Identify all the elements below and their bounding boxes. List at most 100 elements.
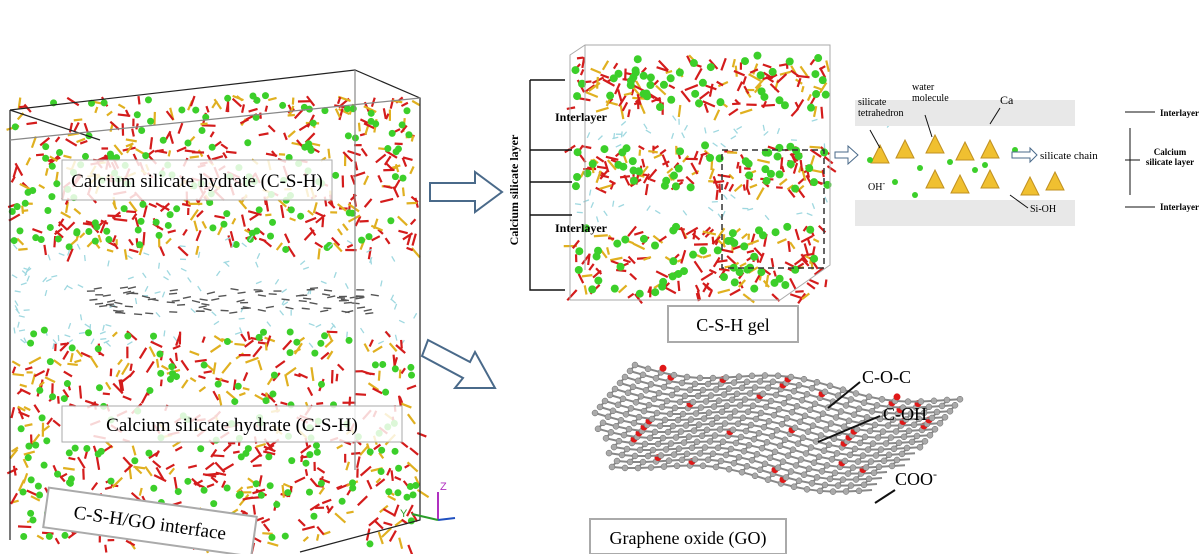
bond [624, 93, 632, 95]
bond [367, 480, 371, 489]
bond [394, 129, 400, 132]
calcium-atom [321, 332, 328, 339]
carbon-atom [893, 429, 899, 435]
carbon-atom [675, 417, 681, 423]
water [391, 299, 395, 303]
bond [107, 250, 113, 252]
bond [582, 57, 584, 68]
water [100, 332, 106, 334]
carbon-atom [829, 456, 835, 462]
water [53, 343, 54, 349]
carbon-atom [848, 483, 854, 489]
calcium-atom [743, 266, 751, 274]
bond [365, 344, 369, 352]
bond [211, 477, 217, 482]
carbon-atom [805, 429, 811, 435]
oxygen-atom [660, 365, 667, 372]
carbon-atom [595, 426, 601, 432]
calcium-atom [382, 389, 389, 396]
calcium-atom [147, 118, 154, 125]
carbon-atom [791, 388, 797, 394]
calcium-atom [64, 380, 71, 387]
calcium-atom [379, 361, 386, 368]
bond [740, 110, 752, 114]
water [191, 309, 195, 313]
interlayer-label: Interlayer [555, 221, 608, 235]
carbon-atom [814, 474, 820, 480]
bond [219, 394, 221, 405]
carbon-atom [767, 455, 773, 461]
calcium-atom [617, 263, 625, 271]
calcium-atom [740, 242, 748, 250]
annotation: watermolecule [912, 82, 949, 104]
carbon-atom [665, 429, 671, 435]
graphene-bond [327, 296, 335, 298]
bond [283, 340, 291, 349]
calcium-atom [25, 189, 32, 196]
calcium-atom [573, 173, 581, 181]
bond [810, 60, 814, 65]
carbon-atom [698, 405, 704, 411]
bond [78, 457, 85, 468]
bond [305, 230, 314, 240]
carbon-atom [661, 464, 667, 470]
graphene-bond [322, 294, 330, 295]
carbon-atom [796, 478, 802, 484]
bond [114, 145, 122, 155]
calcium-atom [271, 372, 278, 379]
graphene-bond [238, 292, 246, 293]
calcium-atom [85, 228, 92, 235]
bond [306, 469, 307, 475]
bond [650, 179, 656, 181]
calcium-atom [731, 278, 739, 286]
calcium-atom [146, 387, 153, 394]
bond [308, 211, 313, 215]
calcium-atom [69, 344, 76, 351]
bond [782, 166, 784, 172]
bond [244, 372, 248, 380]
water [587, 132, 589, 137]
graphene-bond [324, 290, 332, 291]
calcium-atom [629, 157, 637, 165]
carbon-atom [621, 432, 627, 438]
bond [328, 333, 332, 341]
calcium-atom [729, 229, 737, 237]
bond [776, 187, 783, 188]
bond [66, 139, 77, 146]
tetrahedron [1021, 177, 1039, 195]
carbon-atom [642, 441, 648, 447]
bond [796, 229, 799, 240]
bond [359, 123, 360, 132]
bond [815, 268, 824, 275]
bond [239, 393, 245, 395]
bond [250, 214, 260, 220]
carbon-atom [824, 462, 830, 468]
bond [214, 216, 224, 218]
calcium-atom [28, 476, 35, 483]
calcium-atom [706, 154, 714, 162]
bond [596, 157, 603, 162]
carbon-atom [754, 451, 760, 457]
water [85, 255, 86, 261]
carbon-atom [611, 444, 617, 450]
carbon-atom [789, 409, 795, 415]
bond [588, 254, 589, 265]
carbon-atom [614, 458, 620, 464]
bond [116, 370, 119, 377]
carbon-atom [684, 451, 690, 457]
bond [403, 187, 404, 196]
carbon-atom [891, 446, 897, 452]
calcium-atom [680, 267, 688, 275]
carbon-atom [630, 384, 636, 390]
tetrahedron [926, 135, 944, 153]
bond [166, 238, 171, 243]
calcium-atom [237, 491, 244, 498]
bond [805, 243, 808, 254]
water [616, 145, 621, 148]
bond [390, 531, 396, 542]
calcium-atom [372, 361, 379, 368]
carbon-atom [762, 372, 768, 378]
calcium-atom [695, 99, 703, 107]
carbon-atom [640, 372, 646, 378]
bond [106, 382, 110, 389]
